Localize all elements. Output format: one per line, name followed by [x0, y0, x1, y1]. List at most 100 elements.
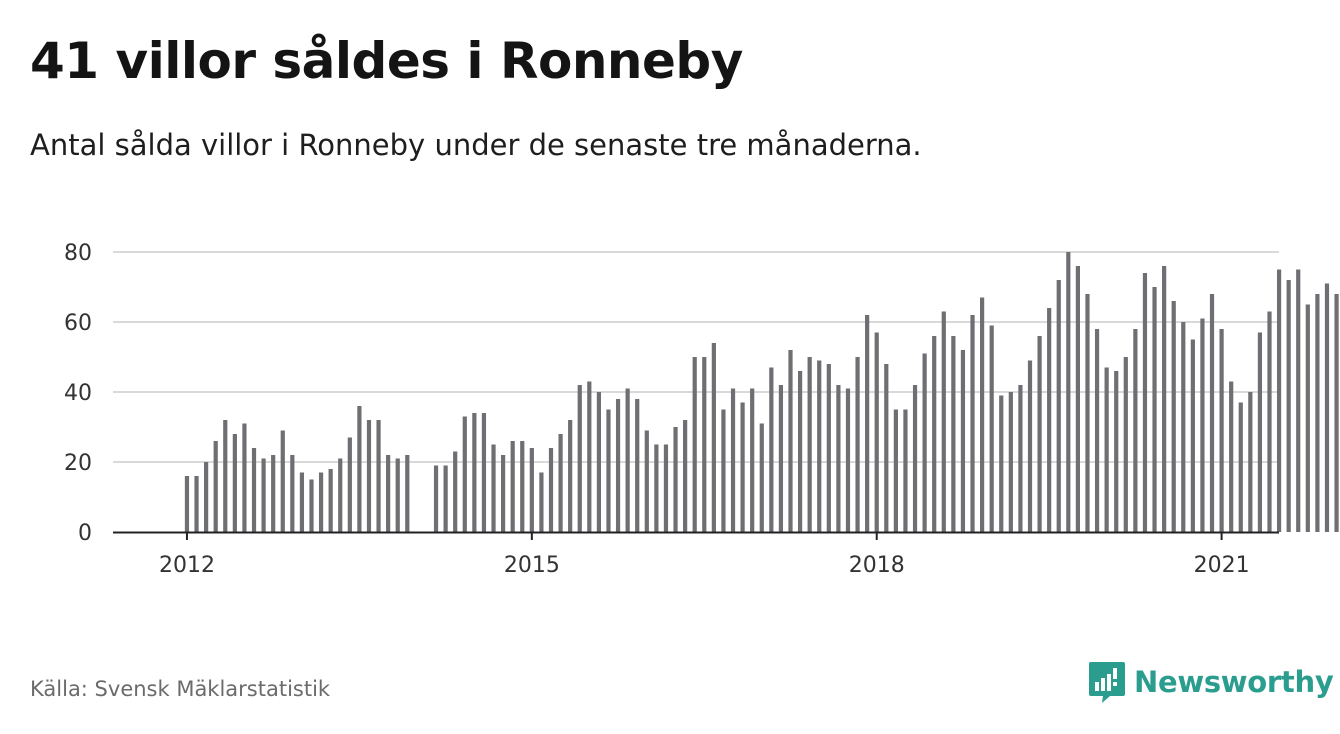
bar: [797, 371, 803, 532]
bar: [539, 472, 544, 532]
bar: [711, 343, 716, 532]
bar: [501, 455, 506, 532]
bar: [1152, 287, 1157, 532]
y-tick-label: 20: [64, 451, 92, 476]
bar: [865, 315, 870, 532]
bar: [1066, 252, 1071, 532]
bar: [347, 437, 352, 532]
bars: [184, 252, 1339, 532]
y-tick-label: 40: [64, 381, 92, 406]
y-tick-label: 60: [64, 311, 92, 336]
bar: [433, 465, 439, 532]
bar: [960, 350, 966, 532]
bar: [1209, 294, 1215, 532]
x-tick-label: 2012: [159, 553, 215, 578]
bar: [635, 399, 640, 532]
bar: [855, 357, 860, 532]
bar: [299, 472, 305, 532]
bar: [1200, 318, 1205, 532]
bar: [280, 430, 285, 532]
bar: [769, 367, 774, 532]
bar: [1305, 304, 1310, 532]
bar: [204, 462, 209, 532]
bar: [261, 458, 266, 532]
bar: [223, 420, 228, 532]
bar: [702, 357, 707, 532]
bar: [520, 441, 525, 532]
bar: [932, 336, 937, 532]
bar: [826, 364, 831, 532]
bar: [1027, 360, 1033, 532]
bar: [625, 388, 630, 532]
bar: [1219, 329, 1224, 532]
brand-name: Newsworthy: [1134, 665, 1334, 699]
bar: [644, 430, 649, 532]
bar: [251, 448, 257, 532]
bar: [462, 416, 467, 532]
x-tick-label: 2021: [1194, 553, 1250, 578]
bar: [1324, 283, 1330, 532]
bar: [750, 388, 755, 532]
y-tick-label: 0: [78, 521, 92, 546]
bar: [922, 353, 927, 532]
bar: [453, 451, 458, 532]
bar: [1315, 294, 1320, 532]
bar: [290, 455, 295, 532]
bar: [1104, 367, 1109, 532]
bar: [587, 381, 592, 532]
bar: [1008, 392, 1013, 532]
bar: [386, 455, 391, 532]
bar: [376, 420, 381, 532]
bar: [318, 472, 324, 532]
bar: [606, 409, 611, 532]
bar: [472, 413, 477, 532]
bar: [1037, 336, 1042, 532]
bar: [338, 458, 343, 532]
x-tick-label: 2018: [849, 553, 905, 578]
bar: [1123, 357, 1128, 532]
bar: [874, 332, 879, 532]
bar: [970, 315, 975, 532]
bar: [817, 360, 822, 532]
x-axis-ticks: 20122015201820212023: [159, 532, 1250, 578]
brand-logo: Newsworthy: [1088, 660, 1334, 704]
bar: [1238, 402, 1243, 532]
newsworthy-logo-icon: [1089, 662, 1125, 703]
bar: [405, 455, 410, 532]
bar: [778, 385, 784, 532]
bar: [366, 420, 372, 532]
bar: [1229, 381, 1234, 532]
bar: [999, 395, 1004, 532]
source-note: Källa: Svensk Mäklarstatistik: [30, 677, 331, 701]
bar: [951, 336, 956, 532]
bar: [1296, 269, 1301, 532]
bar: [491, 444, 496, 532]
bar: [1114, 371, 1119, 532]
bar: [1018, 385, 1023, 532]
bar: [836, 385, 841, 532]
bar: [357, 406, 362, 532]
bar: [903, 409, 908, 532]
bar: [194, 476, 199, 532]
bar: [980, 297, 985, 532]
bar: [673, 427, 678, 532]
bar: [443, 465, 448, 532]
bar: [271, 455, 276, 532]
bar: [807, 357, 812, 532]
bar: [941, 311, 946, 532]
bar: [328, 469, 333, 532]
bar: [1075, 266, 1080, 532]
page-title: 41 villor såldes i Ronneby: [30, 32, 743, 90]
bar: [1248, 392, 1253, 532]
bar: [730, 388, 736, 532]
bar: [884, 364, 889, 532]
bar: [740, 402, 745, 532]
y-tick-label: 80: [64, 241, 92, 266]
bar: [1181, 322, 1186, 532]
bar: [663, 444, 669, 532]
bar: [309, 479, 314, 532]
bar: [184, 476, 190, 532]
bar: [1276, 269, 1282, 532]
bar: [1334, 294, 1339, 532]
